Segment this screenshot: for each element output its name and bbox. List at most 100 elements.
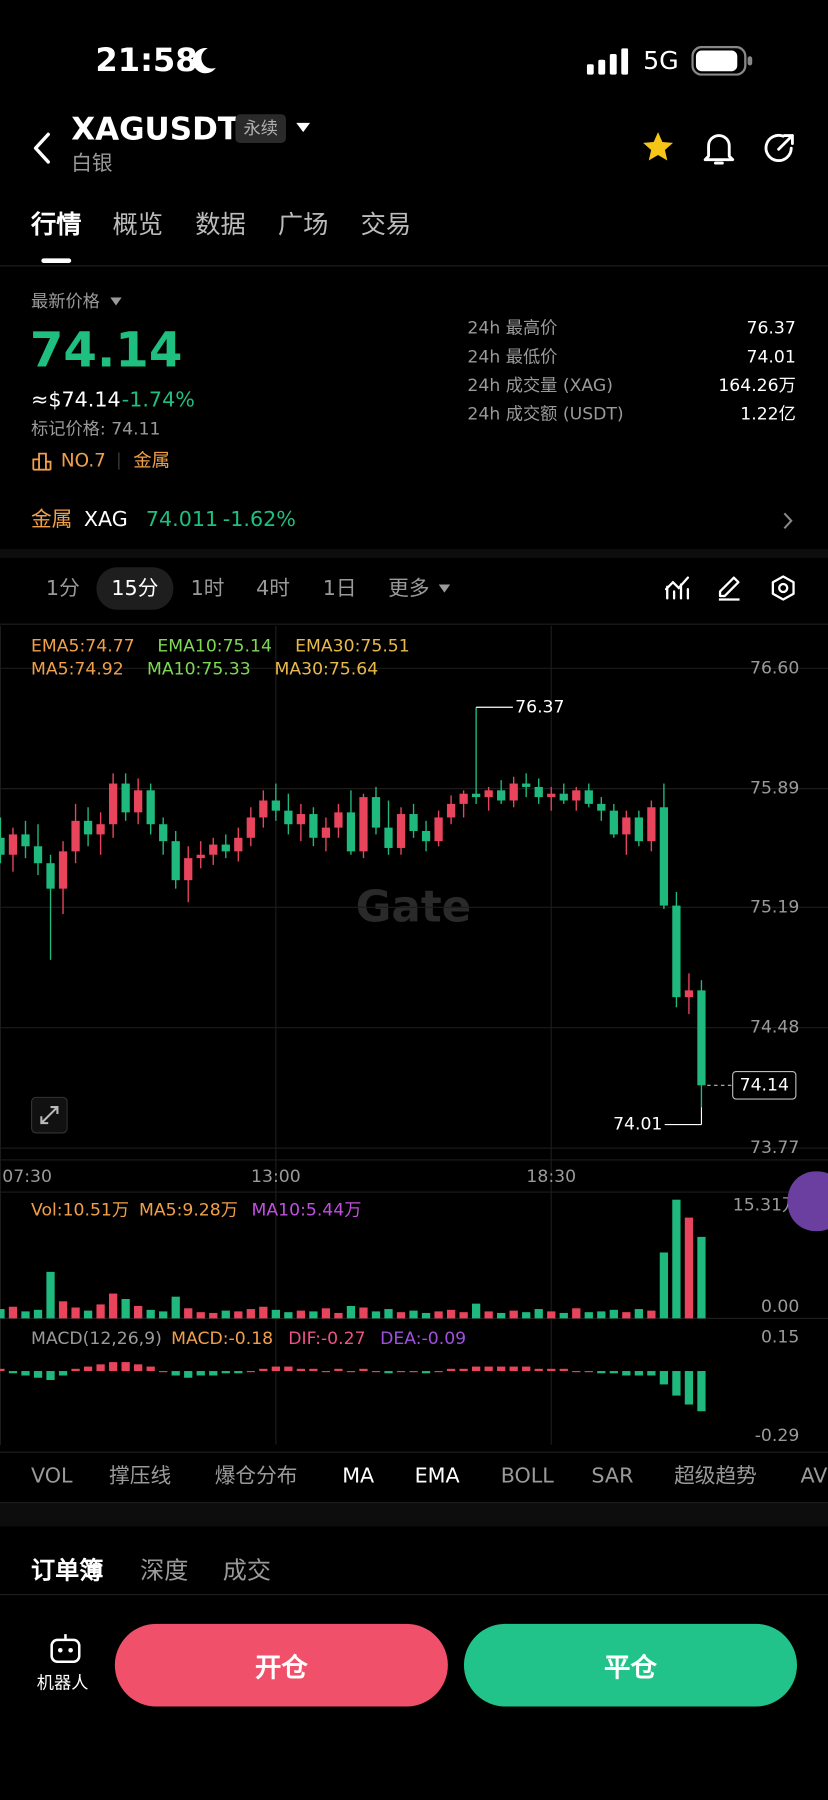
- expand-button[interactable]: [31, 1096, 68, 1134]
- robot-label[interactable]: 机器人: [36, 1672, 89, 1694]
- index-sector[interactable]: 金属: [31, 507, 73, 532]
- index-name[interactable]: XAG: [83, 507, 128, 532]
- price-label[interactable]: 最新价格: [31, 291, 100, 312]
- macd-bar: [547, 1368, 556, 1372]
- macd-bar: [684, 1371, 694, 1405]
- book-tab[interactable]: 深度: [140, 1556, 189, 1585]
- candle-body: [421, 831, 431, 842]
- volume-bar: [334, 1312, 343, 1319]
- candle-body: [184, 858, 193, 881]
- stat-label: 24h 成交量 (XAG): [467, 374, 613, 396]
- indicator-tab[interactable]: VOL: [31, 1464, 73, 1489]
- tab-square[interactable]: 广场: [277, 211, 329, 241]
- y-tick-label: -0.29: [755, 1426, 800, 1446]
- interval[interactable]: 1时: [190, 576, 225, 601]
- indicator-tab[interactable]: 爆仓分布: [214, 1464, 298, 1489]
- more-dropdown[interactable]: [438, 584, 451, 594]
- share-icon[interactable]: [763, 131, 797, 165]
- candle-body: [471, 793, 481, 798]
- y-tick-label: 75.89: [750, 779, 799, 799]
- macd-bar: [159, 1371, 168, 1373]
- tab-trade[interactable]: 交易: [360, 211, 412, 241]
- indicator-icon[interactable]: [664, 575, 690, 600]
- volume-bar: [359, 1307, 368, 1319]
- candle-body: [684, 990, 694, 998]
- sector[interactable]: 金属: [133, 449, 170, 471]
- interval[interactable]: 1分: [45, 576, 80, 601]
- close-position-button[interactable]: 平仓: [463, 1623, 797, 1707]
- last-price-label: 74.14: [740, 1075, 789, 1095]
- volume-bar: [121, 1298, 130, 1319]
- tab-market[interactable]: 行情: [31, 211, 82, 241]
- volume-bar: [584, 1312, 593, 1319]
- indicator-tab[interactable]: SAR: [591, 1464, 634, 1489]
- index-change: -1.62%: [222, 507, 296, 532]
- price-dropdown[interactable]: [110, 297, 122, 306]
- candle-body: [609, 810, 618, 835]
- index-price: 74.011: [145, 507, 219, 532]
- candle-body: [284, 810, 293, 825]
- symbol[interactable]: XAGUSDT: [71, 111, 239, 148]
- candle-body: [647, 807, 656, 842]
- volume-bar: [609, 1309, 618, 1319]
- back-button[interactable]: [30, 131, 53, 165]
- book-tab[interactable]: 成交: [222, 1556, 272, 1585]
- floating-assistant[interactable]: [787, 1171, 828, 1232]
- indicator-tab[interactable]: AV: [800, 1464, 828, 1489]
- rank[interactable]: NO.7: [60, 449, 106, 471]
- battery-icon: [691, 45, 753, 76]
- settings-icon[interactable]: [769, 574, 797, 602]
- macd-bar: [559, 1368, 568, 1372]
- volume-bar: [209, 1312, 218, 1319]
- vol-legend: Vol:10.51万: [31, 1199, 130, 1221]
- index-chevron[interactable]: [782, 512, 793, 529]
- candle-body: [497, 790, 506, 801]
- volume-bar: [271, 1309, 280, 1319]
- macd-bar: [108, 1362, 118, 1372]
- macd-bar: [509, 1366, 518, 1372]
- macd-bar: [196, 1371, 205, 1376]
- ema-legend: EMA10:75.14: [157, 635, 272, 657]
- macd-bar: [396, 1371, 406, 1373]
- alert-icon[interactable]: [702, 130, 736, 167]
- favorite-icon[interactable]: [641, 130, 675, 164]
- candle-body: [359, 797, 368, 852]
- ma-legend: MA5:74.92: [31, 658, 124, 680]
- tab-data[interactable]: 数据: [195, 211, 246, 241]
- draw-icon[interactable]: [717, 574, 742, 602]
- usd-price: ≈$74.14: [31, 388, 121, 413]
- tab-indicator: [41, 258, 72, 263]
- interval[interactable]: 4时: [256, 576, 290, 601]
- macd-bar: [359, 1368, 368, 1372]
- volume-bar: [83, 1310, 93, 1319]
- macd-bar: [33, 1371, 43, 1378]
- candle-body: [396, 814, 406, 848]
- macd-bar: [534, 1368, 543, 1372]
- indicator-tab[interactable]: 撑压线: [109, 1464, 172, 1489]
- interval-selected[interactable]: 15分: [111, 576, 159, 601]
- open-position-button[interactable]: 开仓: [114, 1623, 448, 1707]
- book-tab-active[interactable]: 订单簿: [31, 1556, 104, 1585]
- macd-bar: [221, 1371, 230, 1374]
- rank-icon: [32, 452, 52, 471]
- indicator-tab[interactable]: BOLL: [500, 1464, 554, 1489]
- robot-icon[interactable]: [48, 1632, 82, 1666]
- volume-bar: [259, 1306, 268, 1319]
- signal-icon: [586, 48, 629, 75]
- interval[interactable]: 1日: [322, 576, 357, 601]
- vol-legend: MA5:9.28万: [138, 1199, 238, 1221]
- candle-body: [83, 820, 93, 835]
- candle-body: [346, 812, 356, 852]
- interval-more[interactable]: 更多: [388, 576, 430, 601]
- volume-bar: [534, 1309, 543, 1319]
- tab-overview[interactable]: 概览: [112, 211, 164, 241]
- symbol-dropdown[interactable]: [295, 122, 311, 133]
- y-tick-label: 0.15: [761, 1328, 799, 1348]
- candle-body: [572, 790, 581, 801]
- y-tick-label: 15.31万: [733, 1195, 800, 1215]
- candle-body: [697, 990, 706, 1086]
- indicator-tab-active[interactable]: EMA: [414, 1464, 460, 1489]
- indicator-tab-active[interactable]: MA: [342, 1464, 375, 1489]
- indicator-tab[interactable]: 超级趋势: [674, 1464, 757, 1489]
- candle-body: [171, 841, 180, 881]
